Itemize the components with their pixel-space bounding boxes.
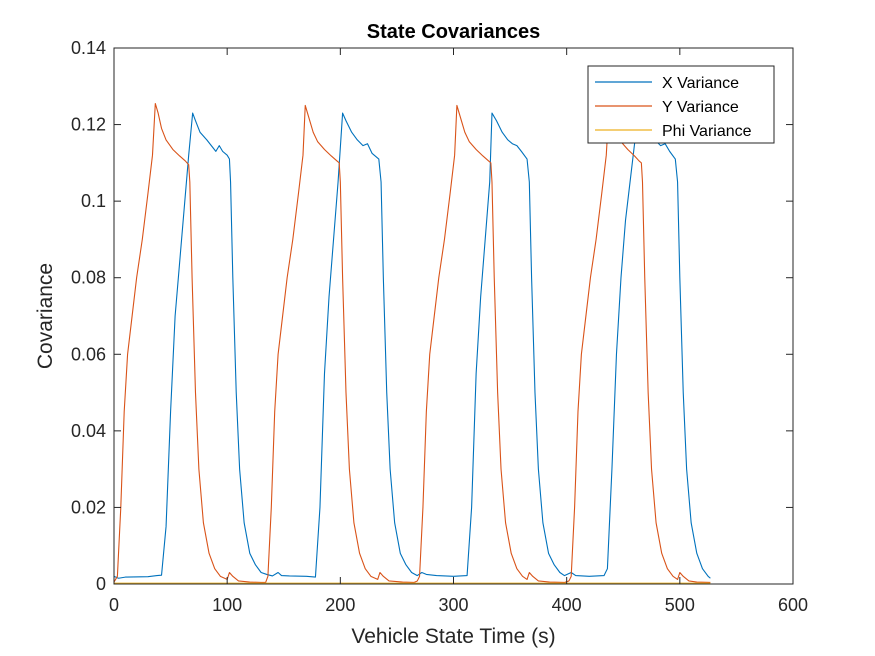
y-tick-label: 0.12 (71, 115, 106, 135)
legend-label: X Variance (662, 75, 739, 92)
x-tick-label: 200 (325, 595, 355, 615)
y-axis-ticks: 0 0.02 0.04 0.06 0.08 0.1 0.12 0.14 (71, 38, 793, 594)
x-axis-ticks: 0 100 200 300 400 500 600 (109, 48, 808, 615)
legend: X Variance Y Variance Phi Variance (587, 65, 775, 144)
x-tick-label: 100 (212, 595, 242, 615)
y-axis-label: Covariance (34, 263, 57, 369)
y-tick-label: 0.1 (81, 191, 106, 211)
series-line-x-variance (113, 112, 711, 579)
legend-label: Y Variance (662, 99, 739, 116)
y-tick-label: 0.04 (71, 421, 106, 441)
y-tick-label: 0.02 (71, 497, 106, 517)
x-axis-label: Vehicle State Time (s) (351, 625, 555, 648)
y-tick-label: 0.06 (71, 344, 106, 364)
chart-title: State Covariances (367, 21, 540, 43)
y-tick-label: 0.14 (71, 38, 106, 58)
x-tick-label: 600 (778, 595, 808, 615)
x-tick-label: 300 (438, 595, 468, 615)
y-tick-label: 0 (96, 574, 106, 594)
x-tick-label: 400 (552, 595, 582, 615)
x-tick-label: 500 (665, 595, 695, 615)
y-tick-label: 0.08 (71, 268, 106, 288)
legend-label: Phi Variance (662, 123, 752, 140)
x-tick-label: 0 (109, 595, 119, 615)
legend-entries: X Variance Y Variance Phi Variance (595, 75, 752, 140)
